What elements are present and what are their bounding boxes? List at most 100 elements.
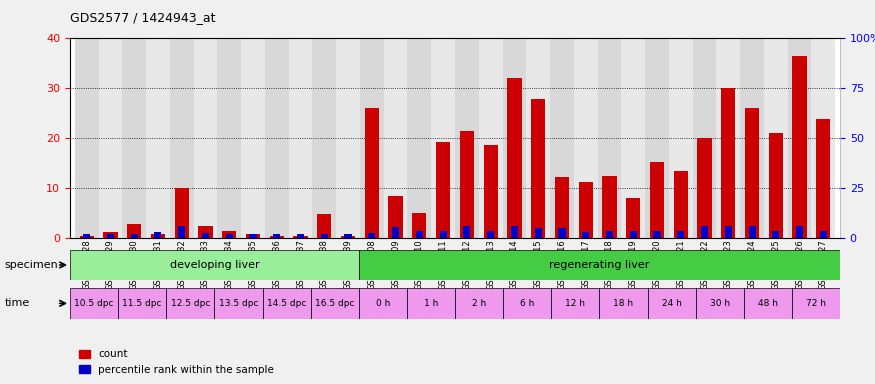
FancyBboxPatch shape (599, 288, 648, 319)
Bar (558, 228, 565, 238)
Bar (312, 38, 336, 238)
Bar (674, 170, 688, 238)
FancyBboxPatch shape (648, 288, 696, 319)
FancyBboxPatch shape (407, 288, 455, 319)
Bar (816, 119, 830, 238)
Text: 6 h: 6 h (520, 299, 535, 308)
FancyBboxPatch shape (118, 288, 166, 319)
Bar (392, 227, 399, 238)
Bar (574, 38, 598, 238)
FancyBboxPatch shape (311, 288, 359, 319)
Text: 14.5 dpc: 14.5 dpc (267, 299, 306, 308)
Bar (170, 38, 193, 238)
Bar (811, 38, 836, 238)
Bar (336, 38, 360, 238)
Bar (222, 231, 236, 238)
Bar (199, 226, 213, 238)
Text: 18 h: 18 h (613, 299, 634, 308)
Bar (368, 233, 375, 238)
Bar (550, 38, 574, 238)
Text: 30 h: 30 h (710, 299, 730, 308)
Text: 48 h: 48 h (758, 299, 778, 308)
Bar (788, 38, 811, 238)
Bar (796, 226, 803, 238)
Bar (202, 233, 209, 238)
Bar (388, 195, 402, 238)
Bar (297, 234, 304, 238)
Bar (769, 133, 783, 238)
Bar (360, 38, 384, 238)
Bar (150, 234, 165, 238)
Bar (773, 230, 780, 238)
Bar (606, 230, 613, 238)
Bar (74, 38, 99, 238)
FancyBboxPatch shape (551, 288, 599, 319)
Bar (654, 230, 661, 238)
Bar (99, 38, 122, 238)
Bar (384, 38, 408, 238)
Bar (793, 56, 807, 238)
FancyBboxPatch shape (359, 288, 407, 319)
Bar (645, 38, 668, 238)
Bar (693, 38, 717, 238)
Bar (365, 108, 379, 238)
Bar (511, 226, 518, 238)
Bar (487, 230, 494, 238)
Bar (103, 232, 117, 238)
Text: GDS2577 / 1424943_at: GDS2577 / 1424943_at (70, 12, 215, 25)
Bar (455, 38, 479, 238)
Bar (217, 38, 242, 238)
Text: 11.5 dpc: 11.5 dpc (123, 299, 162, 308)
Bar (249, 234, 256, 238)
FancyBboxPatch shape (262, 288, 311, 319)
Bar (270, 235, 284, 238)
FancyBboxPatch shape (503, 288, 551, 319)
Bar (650, 162, 664, 238)
Bar (764, 38, 788, 238)
FancyBboxPatch shape (359, 250, 840, 280)
FancyBboxPatch shape (70, 250, 359, 280)
FancyBboxPatch shape (455, 288, 503, 319)
Legend: count, percentile rank within the sample: count, percentile rank within the sample (75, 345, 278, 379)
Bar (107, 234, 114, 238)
Text: 12 h: 12 h (565, 299, 585, 308)
Bar (83, 234, 90, 238)
Bar (130, 234, 137, 238)
Bar (464, 226, 471, 238)
Bar (293, 235, 308, 238)
Bar (582, 232, 589, 238)
Bar (479, 38, 502, 238)
Bar (345, 234, 352, 238)
Bar (175, 188, 189, 238)
Bar (745, 108, 760, 238)
Bar (341, 235, 355, 238)
Bar (697, 138, 711, 238)
Text: 2 h: 2 h (472, 299, 487, 308)
Bar (459, 131, 474, 238)
Bar (273, 234, 280, 238)
Bar (80, 235, 94, 238)
Bar (555, 177, 569, 238)
Text: 16.5 dpc: 16.5 dpc (315, 299, 354, 308)
Bar (178, 226, 186, 238)
Bar (123, 38, 146, 238)
Bar (630, 230, 637, 238)
Bar (701, 226, 708, 238)
FancyBboxPatch shape (696, 288, 744, 319)
Bar (526, 38, 550, 238)
Text: 1 h: 1 h (424, 299, 438, 308)
Bar (265, 38, 289, 238)
Bar (439, 230, 446, 238)
Bar (724, 226, 732, 238)
Bar (431, 38, 455, 238)
Bar (416, 230, 423, 238)
Bar (154, 232, 162, 238)
Bar (740, 38, 764, 238)
Bar (748, 226, 756, 238)
FancyBboxPatch shape (744, 288, 792, 319)
Bar (531, 99, 545, 238)
Bar (242, 38, 265, 238)
Bar (668, 38, 693, 238)
Text: regenerating liver: regenerating liver (550, 260, 649, 270)
Bar (317, 214, 332, 238)
